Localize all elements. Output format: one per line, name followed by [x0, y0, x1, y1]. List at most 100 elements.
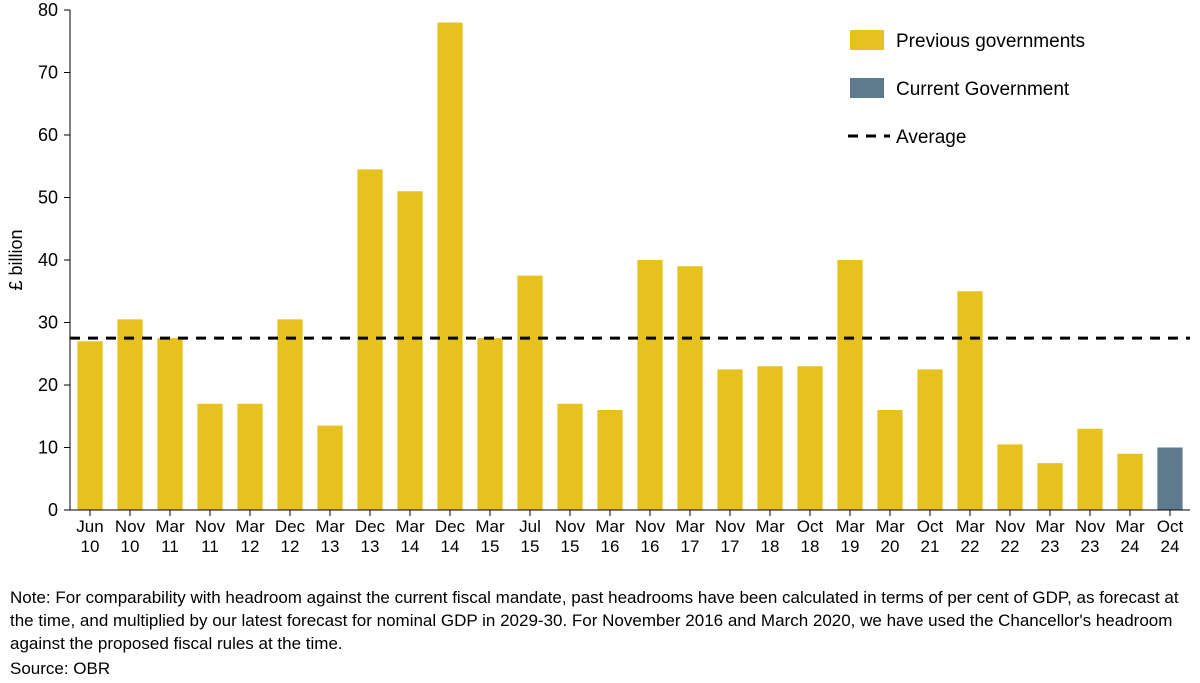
- bar: [357, 169, 382, 510]
- svg-text:17: 17: [681, 537, 700, 556]
- svg-text:Nov: Nov: [1075, 517, 1106, 536]
- bar: [117, 319, 142, 510]
- svg-text:Mar: Mar: [235, 517, 265, 536]
- svg-text:Mar: Mar: [1035, 517, 1065, 536]
- bar: [397, 191, 422, 510]
- note-source: Source: OBR: [10, 658, 1190, 681]
- svg-text:21: 21: [921, 537, 940, 556]
- svg-text:16: 16: [601, 537, 620, 556]
- svg-text:24: 24: [1161, 537, 1180, 556]
- svg-text:Mar: Mar: [315, 517, 345, 536]
- svg-text:30: 30: [38, 313, 58, 333]
- svg-text:15: 15: [521, 537, 540, 556]
- svg-text:18: 18: [801, 537, 820, 556]
- bar: [77, 341, 102, 510]
- bar: [1077, 429, 1102, 510]
- bar: [677, 266, 702, 510]
- svg-text:23: 23: [1041, 537, 1060, 556]
- svg-text:18: 18: [761, 537, 780, 556]
- svg-text:60: 60: [38, 125, 58, 145]
- svg-text:Mar: Mar: [835, 517, 865, 536]
- svg-text:Oct: Oct: [1157, 517, 1184, 536]
- chart-container: 01020304050607080£ billionJun10Nov10Mar1…: [0, 0, 1200, 575]
- svg-text:Mar: Mar: [675, 517, 705, 536]
- svg-text:14: 14: [401, 537, 420, 556]
- svg-text:Nov: Nov: [635, 517, 666, 536]
- svg-text:13: 13: [361, 537, 380, 556]
- svg-text:12: 12: [281, 537, 300, 556]
- legend-label: Previous governments: [896, 31, 1085, 52]
- svg-text:Nov: Nov: [715, 517, 746, 536]
- svg-text:23: 23: [1081, 537, 1100, 556]
- svg-text:20: 20: [881, 537, 900, 556]
- bar: [277, 319, 302, 510]
- svg-text:24: 24: [1121, 537, 1140, 556]
- svg-text:Mar: Mar: [395, 517, 425, 536]
- svg-text:Mar: Mar: [475, 517, 505, 536]
- legend-swatch: [850, 78, 884, 98]
- bar: [237, 404, 262, 510]
- svg-text:Mar: Mar: [875, 517, 905, 536]
- svg-text:Nov: Nov: [995, 517, 1026, 536]
- svg-text:19: 19: [841, 537, 860, 556]
- bar: [717, 369, 742, 510]
- svg-text:10: 10: [81, 537, 100, 556]
- bar: [877, 410, 902, 510]
- svg-text:0: 0: [48, 500, 58, 520]
- svg-text:11: 11: [201, 537, 219, 556]
- svg-text:11: 11: [161, 537, 179, 556]
- svg-text:16: 16: [641, 537, 660, 556]
- svg-text:Nov: Nov: [555, 517, 586, 536]
- svg-text:Mar: Mar: [955, 517, 985, 536]
- svg-text:13: 13: [321, 537, 340, 556]
- bar: [757, 366, 782, 510]
- bar: [157, 338, 182, 510]
- bar: [557, 404, 582, 510]
- svg-text:Mar: Mar: [755, 517, 785, 536]
- svg-text:22: 22: [961, 537, 980, 556]
- legend-swatch: [850, 30, 884, 50]
- svg-text:40: 40: [38, 250, 58, 270]
- bar: [597, 410, 622, 510]
- bar: [1157, 448, 1182, 511]
- bar: [437, 23, 462, 511]
- svg-text:50: 50: [38, 188, 58, 208]
- svg-text:£ billion: £ billion: [6, 229, 26, 290]
- svg-text:70: 70: [38, 63, 58, 83]
- svg-text:Oct: Oct: [797, 517, 824, 536]
- svg-text:17: 17: [721, 537, 740, 556]
- svg-text:Mar: Mar: [155, 517, 185, 536]
- svg-text:Oct: Oct: [917, 517, 944, 536]
- svg-text:Mar: Mar: [1115, 517, 1145, 536]
- svg-text:Jun: Jun: [76, 517, 103, 536]
- bar: [477, 338, 502, 510]
- bar: [1037, 463, 1062, 510]
- svg-text:10: 10: [121, 537, 140, 556]
- svg-text:Nov: Nov: [115, 517, 146, 536]
- bar: [997, 444, 1022, 510]
- svg-text:Mar: Mar: [595, 517, 625, 536]
- bar: [317, 426, 342, 510]
- bar: [197, 404, 222, 510]
- bar: [1117, 454, 1142, 510]
- legend-label: Average: [896, 127, 966, 148]
- bar-chart: 01020304050607080£ billionJun10Nov10Mar1…: [0, 0, 1200, 570]
- bar: [797, 366, 822, 510]
- svg-text:Dec: Dec: [275, 517, 306, 536]
- legend-label: Current Government: [896, 79, 1070, 100]
- svg-text:Dec: Dec: [355, 517, 386, 536]
- svg-text:14: 14: [441, 537, 460, 556]
- svg-text:15: 15: [481, 537, 500, 556]
- svg-text:Nov: Nov: [195, 517, 226, 536]
- bar: [957, 291, 982, 510]
- bar: [917, 369, 942, 510]
- svg-text:20: 20: [38, 375, 58, 395]
- bar: [637, 260, 662, 510]
- svg-text:10: 10: [38, 438, 58, 458]
- svg-text:12: 12: [241, 537, 260, 556]
- bar: [837, 260, 862, 510]
- svg-text:Jul: Jul: [519, 517, 541, 536]
- note-text: Note: For comparability with headroom ag…: [10, 587, 1190, 656]
- svg-text:80: 80: [38, 0, 58, 20]
- svg-text:22: 22: [1001, 537, 1020, 556]
